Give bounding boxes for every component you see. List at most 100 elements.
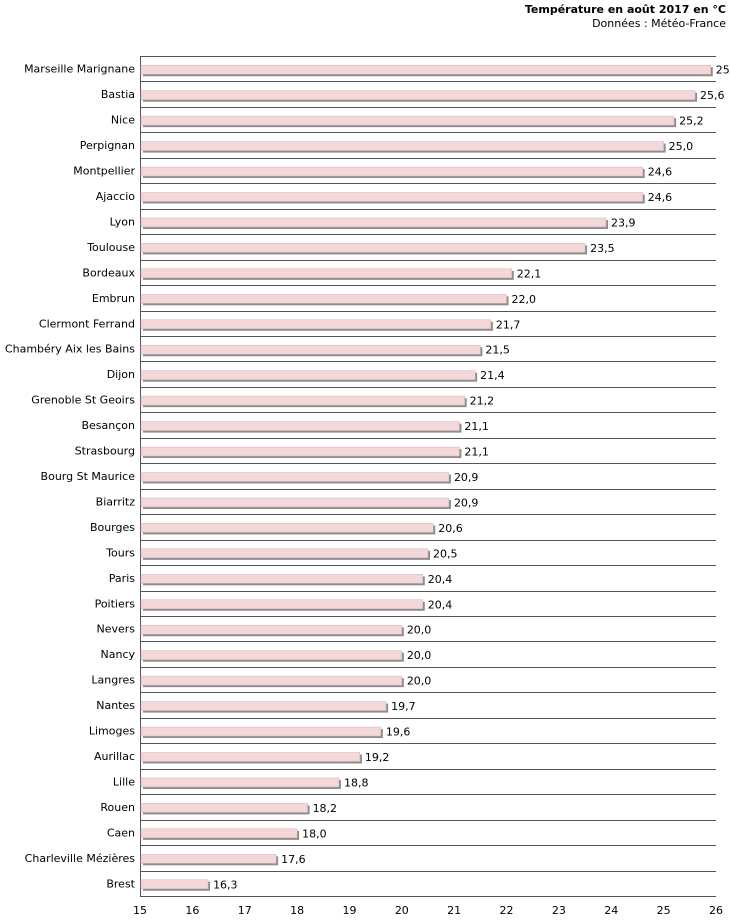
bar xyxy=(140,217,607,228)
category-label: Perpignan xyxy=(80,139,135,152)
bar xyxy=(140,523,434,533)
bar xyxy=(140,599,424,610)
category-label: Clermont Ferrand xyxy=(39,317,135,330)
value-label: 20,4 xyxy=(428,573,453,586)
bar xyxy=(140,777,340,788)
value-label: 22,0 xyxy=(512,293,536,306)
category-label: Montpellier xyxy=(73,165,135,178)
value-label: 21,7 xyxy=(496,318,521,331)
category-label: Bourg St Maurice xyxy=(41,470,136,483)
value-label: 20,5 xyxy=(433,547,458,560)
bar xyxy=(140,879,209,890)
bar xyxy=(140,701,387,711)
x-tick-label: 23 xyxy=(552,904,566,917)
category-label: Dijon xyxy=(107,368,135,381)
bar xyxy=(140,268,513,279)
value-label: 24,6 xyxy=(648,166,673,179)
category-label: Limoges xyxy=(89,725,135,738)
category-label: Strasbourg xyxy=(75,445,135,458)
x-tick-label: 21 xyxy=(447,904,461,917)
value-label: 20,0 xyxy=(407,649,432,662)
value-label: 23,5 xyxy=(590,242,615,255)
category-label: Embrun xyxy=(92,292,135,305)
category-label: Bastia xyxy=(101,88,135,101)
bar xyxy=(140,828,298,839)
chart-subtitle: Données : Météo-France xyxy=(592,17,726,30)
category-label: Tours xyxy=(105,546,135,559)
category-label: Besançon xyxy=(81,419,135,432)
value-label: 21,5 xyxy=(485,344,510,357)
bar xyxy=(140,319,492,330)
bar xyxy=(140,624,403,635)
category-label: Paris xyxy=(109,572,135,585)
value-label: 25,9 xyxy=(716,64,730,77)
x-tick-label: 15 xyxy=(133,904,147,917)
bar xyxy=(140,294,507,304)
bar xyxy=(140,548,429,559)
bar xyxy=(140,166,643,177)
value-label: 21,1 xyxy=(464,420,489,433)
x-tick-label: 17 xyxy=(238,904,252,917)
category-label: Lyon xyxy=(110,215,135,228)
bar xyxy=(140,395,465,406)
bar xyxy=(140,421,460,431)
category-label: Nevers xyxy=(96,623,135,636)
bar xyxy=(140,344,481,355)
category-label: Chambéry Aix les Bains xyxy=(5,343,135,356)
value-label: 22,1 xyxy=(517,267,542,280)
category-label: Poitiers xyxy=(95,597,136,610)
value-label: 25,2 xyxy=(679,115,704,128)
value-label: 20,0 xyxy=(407,624,432,637)
x-tick-label: 26 xyxy=(709,904,723,917)
x-tick-label: 16 xyxy=(185,904,199,917)
bar xyxy=(140,141,664,151)
category-label: Nancy xyxy=(101,648,136,661)
category-label: Marseille Marignane xyxy=(24,63,135,76)
value-label: 23,9 xyxy=(611,216,636,229)
category-label: Biarritz xyxy=(96,495,136,508)
category-label: Nantes xyxy=(96,699,135,712)
value-label: 24,6 xyxy=(648,191,673,204)
category-label: Langres xyxy=(91,674,135,687)
value-label: 20,9 xyxy=(454,496,479,509)
bar xyxy=(140,726,382,737)
bar xyxy=(140,803,308,813)
value-label: 19,2 xyxy=(365,751,390,764)
bar xyxy=(140,854,277,864)
x-tick-label: 18 xyxy=(290,904,304,917)
value-label: 16,3 xyxy=(213,878,238,891)
x-tick-label: 19 xyxy=(342,904,356,917)
value-label: 25,6 xyxy=(700,89,725,102)
x-tick-label: 22 xyxy=(500,904,514,917)
x-tick-label: 20 xyxy=(395,904,409,917)
value-label: 20,4 xyxy=(428,598,453,611)
value-label: 18,0 xyxy=(302,827,327,840)
category-label: Brest xyxy=(106,877,135,890)
category-label: Nice xyxy=(111,114,135,127)
category-label: Caen xyxy=(107,826,135,839)
category-label: Bordeaux xyxy=(82,266,135,279)
bar xyxy=(140,675,403,686)
chart-title: Température en août 2017 en °C xyxy=(524,3,726,16)
value-label: 18,2 xyxy=(313,802,338,815)
value-label: 19,7 xyxy=(391,700,416,713)
category-label: Toulouse xyxy=(86,241,135,254)
bar xyxy=(140,472,450,482)
bar xyxy=(140,115,675,126)
value-label: 17,6 xyxy=(281,853,306,866)
category-label: Bourges xyxy=(90,521,135,534)
category-label: Ajaccio xyxy=(96,190,135,203)
bar xyxy=(140,650,403,660)
bar xyxy=(140,497,450,508)
bar xyxy=(140,752,361,762)
bar xyxy=(140,370,476,380)
bar xyxy=(140,446,460,457)
category-label: Aurillac xyxy=(94,750,135,763)
category-label: Charleville Mézières xyxy=(25,852,136,865)
bar xyxy=(140,64,712,75)
value-label: 21,2 xyxy=(470,395,495,408)
value-label: 18,8 xyxy=(344,776,369,789)
value-label: 20,0 xyxy=(407,675,432,688)
bar xyxy=(140,574,424,584)
